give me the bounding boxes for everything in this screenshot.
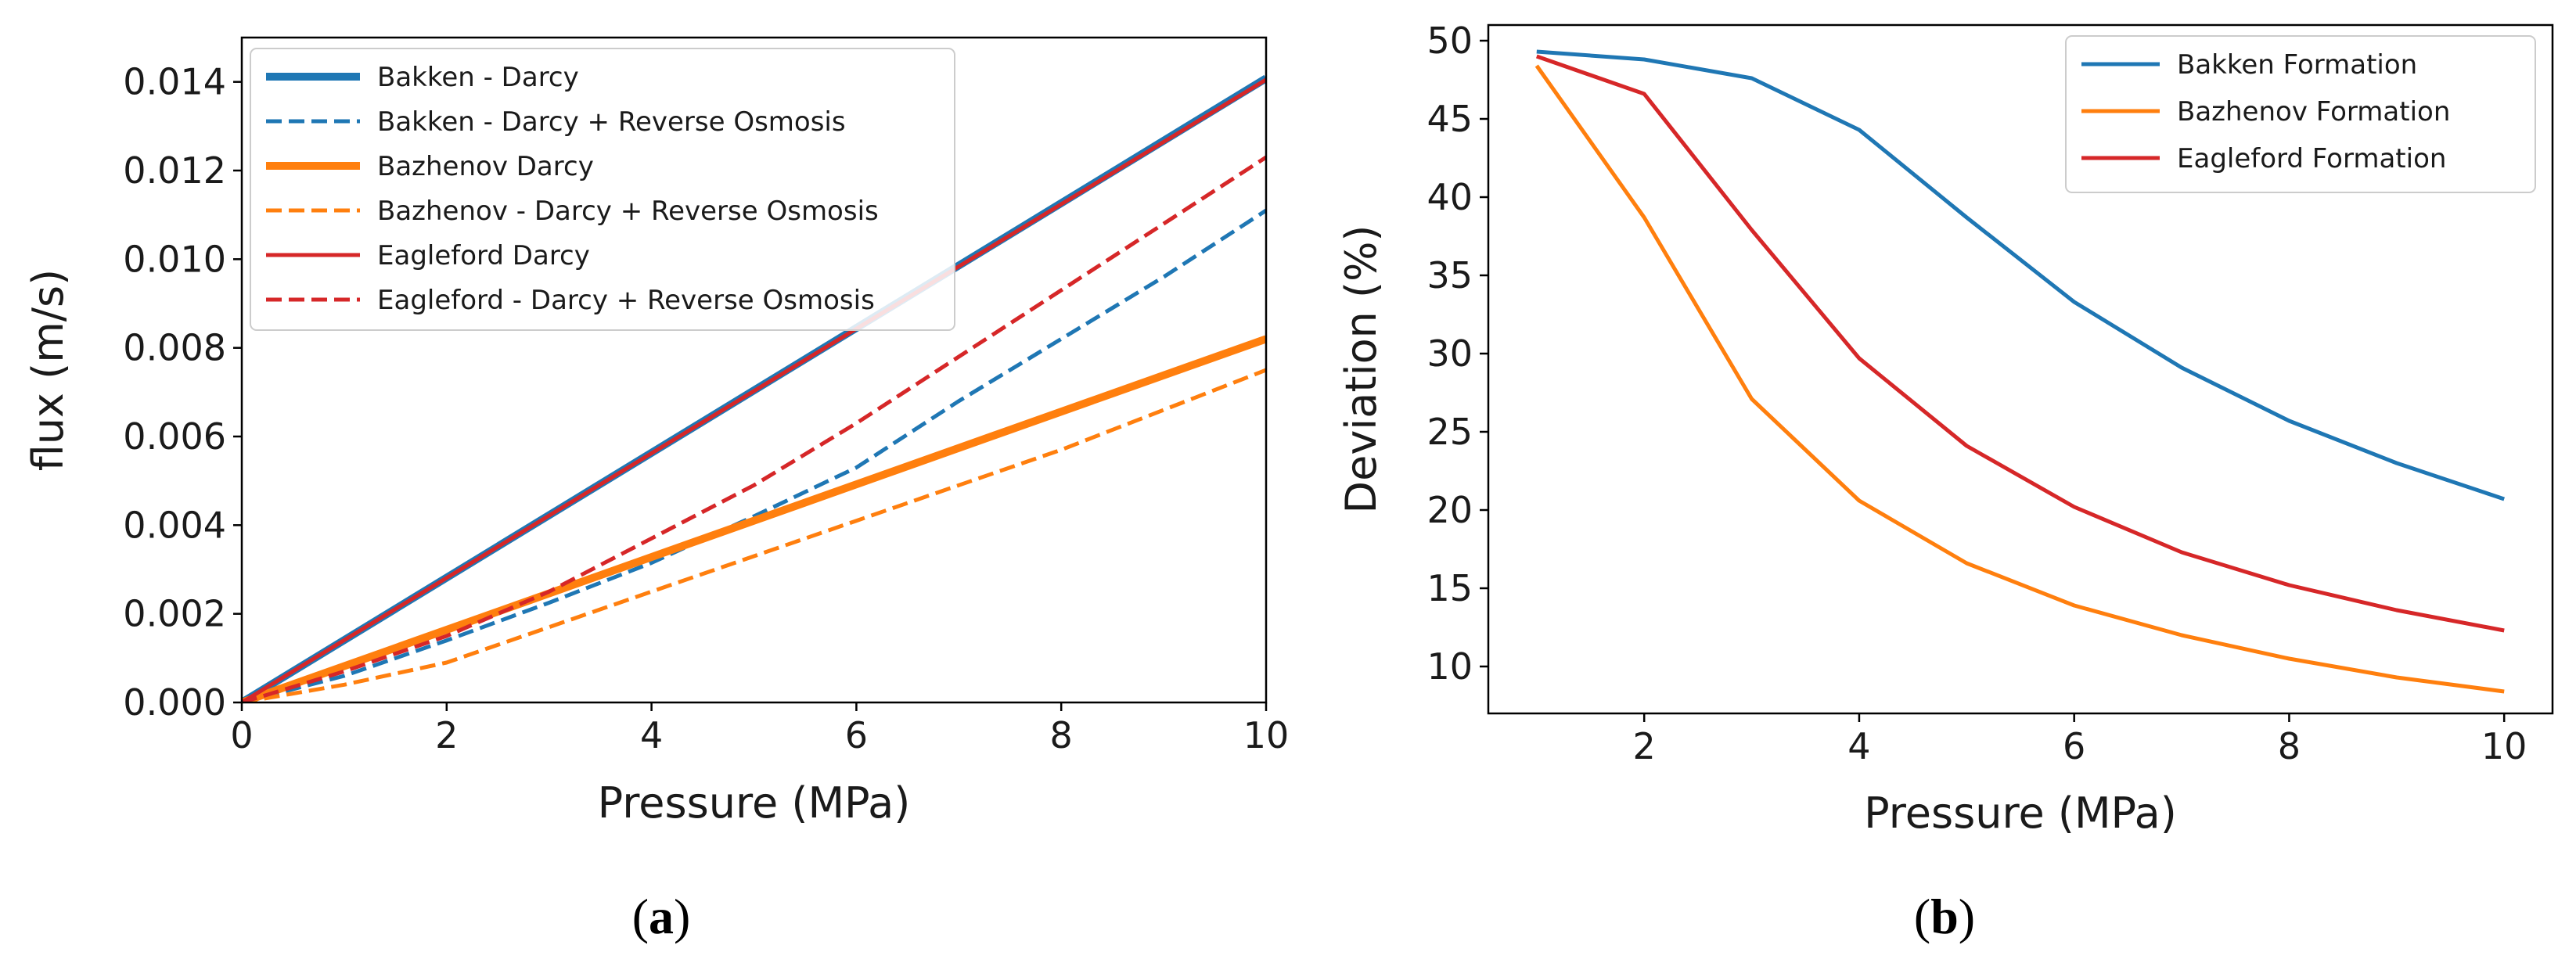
chart-b-series-line-3 [1535, 54, 2505, 633]
chart-a-y-tick-label-5: 0.010 [123, 238, 226, 280]
chart-b-x-tick-label-3: 8 [2278, 725, 2301, 767]
chart-b-x-tick-label-2: 6 [2063, 725, 2085, 767]
panel-letter-b: b [1930, 889, 1959, 944]
chart-b-legend: Bakken Formation Bazhenov Formation Eaglef… [2065, 35, 2536, 193]
chart-a-legend: Bakken - Darcy Bakken - Darcy + Reverse O… [250, 48, 955, 331]
chart-a-series-line-2 [242, 208, 1266, 702]
chart-a-x-tick-label-4: 8 [1050, 714, 1073, 756]
chart-b: 2 4 6 8 10 10 15 20 25 30 35 40 45 50 Pressure (MPa) De… [1337, 20, 2554, 838]
chart-b-plot-frame [1487, 23, 2554, 715]
chart-b-y-tick-label-3: 25 [1427, 411, 1473, 453]
chart-a-y-tick-label-2: 0.004 [123, 504, 226, 546]
chart-a-x-tick-label-3: 6 [845, 714, 868, 756]
chart-a-series-line-4 [242, 368, 1266, 702]
chart-a-series-line-3 [242, 335, 1266, 702]
chart-a: 0 2 4 6 8 10 0.000 0.002 0.004 0.006 0.008 0.010 0.0… [23, 36, 1290, 828]
chart-b-y-axis-label: Deviation (%) [1337, 225, 1386, 514]
chart-b-x-tick-label-0: 2 [1633, 725, 1656, 767]
chart-b-x-tick-label-4: 10 [2481, 725, 2527, 767]
chart-b-y-tick-label-4: 30 [1427, 332, 1473, 375]
chart-a-y-tick-label-6: 0.012 [123, 149, 226, 192]
chart-b-x-axis-label: Pressure (MPa) [1864, 789, 2177, 838]
chart-a-x-tick-label-2: 4 [640, 714, 663, 756]
chart-a-legend-label-3: Bazhenov Darcy [377, 151, 594, 182]
chart-a-legend-label-2: Bakken - Darcy + Reverse Osmosis [377, 106, 846, 138]
chart-b-y-tick-label-6: 40 [1427, 176, 1473, 218]
chart-b-x-tick-label-1: 4 [1847, 725, 1870, 767]
chart-a-x-tick-label-5: 10 [1243, 714, 1290, 756]
chart-b-y-tick-label-5: 35 [1427, 254, 1473, 296]
chart-b-y-tick-label-8: 50 [1427, 20, 1473, 62]
chart-a-legend-label-6: Eagleford - Darcy + Reverse Osmosis [377, 285, 875, 316]
chart-a-legend-label-5: Eagleford Darcy [377, 240, 590, 271]
chart-b-series-group [1534, 49, 2505, 694]
chart-a-series-group [242, 74, 1266, 702]
chart-a-y-tick-label-1: 0.002 [123, 593, 226, 635]
chart-a-y-axis-label: flux (m/s) [23, 269, 73, 471]
chart-a-plot-frame [240, 36, 1268, 704]
panel-label-b: (b) [1914, 889, 1975, 944]
chart-a-series-line-6 [242, 155, 1266, 702]
panel-letter-a: a [649, 889, 674, 944]
chart-a-x-tick-label-0: 0 [230, 714, 253, 756]
chart-b-y-tick-label-0: 10 [1427, 645, 1473, 688]
chart-b-y-tick-label-2: 20 [1427, 489, 1473, 531]
chart-b-series-line-2 [1534, 64, 2505, 694]
chart-a-series-line-5 [242, 77, 1266, 702]
chart-a-legend-box [250, 48, 955, 331]
chart-b-series-line-1 [1536, 49, 2505, 501]
chart-b-y-tick-label-1: 15 [1427, 567, 1473, 609]
chart-a-legend-label-4: Bazhenov - Darcy + Reverse Osmosis [377, 196, 879, 227]
chart-b-legend-box [2065, 35, 2536, 193]
chart-a-y-tick-label-7: 0.014 [123, 61, 226, 103]
chart-a-y-tick-label-0: 0.000 [123, 681, 226, 724]
chart-b-legend-label-2: Bazhenov Formation [2177, 96, 2450, 128]
chart-b-legend-label-3: Eagleford Formation [2177, 143, 2446, 174]
chart-a-x-tick-label-1: 2 [435, 714, 458, 756]
chart-b-legend-label-1: Bakken Formation [2177, 49, 2417, 81]
chart-b-y-tick-label-7: 45 [1427, 98, 1473, 140]
chart-a-y-tick-label-3: 0.006 [123, 415, 226, 458]
chart-a-x-axis-label: Pressure (MPa) [598, 778, 911, 828]
chart-a-legend-label-1: Bakken - Darcy [377, 62, 579, 93]
chart-a-y-tick-label-4: 0.008 [123, 327, 226, 369]
panel-label-a: (a) [632, 889, 691, 944]
